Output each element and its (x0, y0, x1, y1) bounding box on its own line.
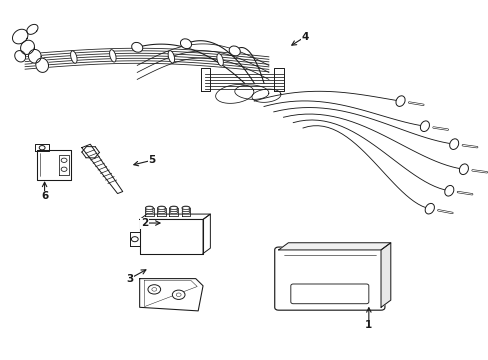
Ellipse shape (395, 96, 404, 107)
Ellipse shape (444, 185, 453, 196)
Polygon shape (20, 40, 34, 54)
Ellipse shape (182, 209, 189, 212)
Ellipse shape (169, 209, 177, 212)
Ellipse shape (229, 46, 240, 56)
Polygon shape (13, 29, 28, 44)
Polygon shape (35, 144, 49, 151)
Ellipse shape (182, 207, 189, 210)
Ellipse shape (169, 206, 177, 210)
Polygon shape (59, 155, 69, 175)
Ellipse shape (459, 164, 468, 175)
Polygon shape (28, 49, 41, 63)
Polygon shape (130, 232, 140, 246)
Ellipse shape (158, 209, 165, 212)
Circle shape (172, 290, 184, 300)
Polygon shape (15, 51, 25, 62)
Circle shape (176, 293, 181, 297)
Ellipse shape (158, 207, 165, 210)
Circle shape (131, 237, 138, 242)
Polygon shape (278, 243, 390, 250)
Ellipse shape (180, 39, 191, 49)
Ellipse shape (158, 206, 165, 210)
Ellipse shape (145, 211, 153, 214)
Polygon shape (273, 68, 283, 91)
Ellipse shape (168, 51, 174, 63)
Circle shape (61, 167, 67, 171)
Ellipse shape (420, 121, 428, 131)
Text: 1: 1 (365, 320, 372, 330)
Ellipse shape (145, 206, 153, 210)
Text: 4: 4 (301, 32, 308, 41)
Polygon shape (140, 220, 203, 253)
Text: 6: 6 (41, 191, 48, 201)
Polygon shape (37, 149, 71, 180)
Circle shape (39, 145, 45, 150)
Ellipse shape (131, 42, 142, 52)
Polygon shape (200, 68, 210, 91)
Ellipse shape (449, 139, 458, 149)
Ellipse shape (109, 50, 116, 62)
Text: 5: 5 (148, 155, 155, 165)
Circle shape (152, 288, 157, 291)
Ellipse shape (169, 211, 177, 214)
Polygon shape (36, 58, 48, 72)
Ellipse shape (182, 211, 189, 214)
Text: 3: 3 (126, 274, 133, 284)
Ellipse shape (145, 209, 153, 212)
Polygon shape (140, 279, 203, 311)
FancyBboxPatch shape (274, 247, 384, 310)
Polygon shape (27, 24, 38, 34)
Polygon shape (169, 208, 178, 216)
Ellipse shape (158, 211, 165, 214)
Ellipse shape (169, 207, 177, 210)
Ellipse shape (424, 203, 433, 214)
Circle shape (61, 158, 67, 162)
Circle shape (148, 285, 160, 294)
Polygon shape (203, 214, 210, 253)
Ellipse shape (182, 206, 189, 210)
Polygon shape (157, 208, 165, 216)
Ellipse shape (217, 54, 223, 66)
FancyBboxPatch shape (290, 284, 368, 304)
Text: 2: 2 (141, 218, 148, 228)
Ellipse shape (145, 207, 153, 210)
Polygon shape (145, 208, 154, 216)
Polygon shape (181, 208, 190, 216)
Polygon shape (140, 214, 210, 220)
Ellipse shape (70, 51, 77, 63)
Polygon shape (380, 243, 390, 307)
